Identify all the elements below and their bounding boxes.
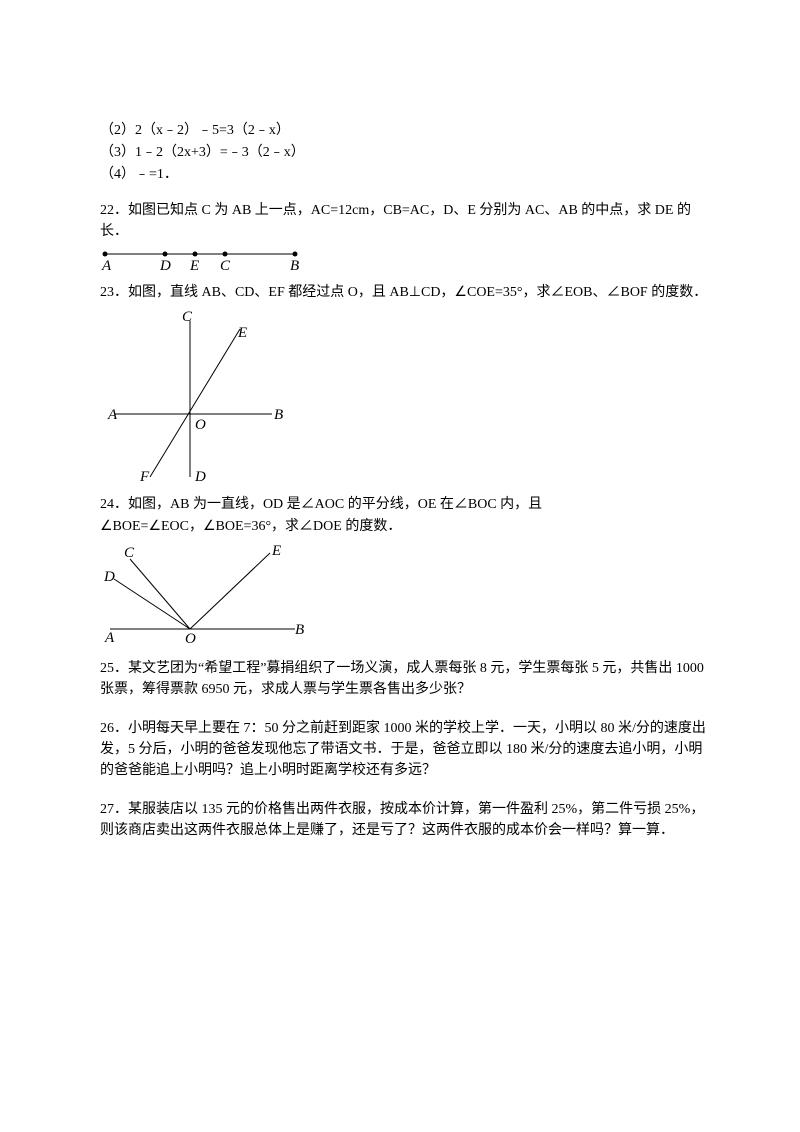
q23-label-A: A <box>107 407 118 423</box>
page: （2）2（x﹣2）﹣5=3（2﹣x） （3）1﹣2（2x+3）=﹣3（2﹣x） … <box>0 0 800 1132</box>
q23-label-O: O <box>195 417 206 433</box>
q22-label-C: C <box>220 258 231 274</box>
q22-label-E: E <box>189 258 199 274</box>
q23-text: 23．如图，直线 AB、CD、EF 都经过点 O，且 AB⊥CD，∠COE=35… <box>100 282 710 303</box>
q22-label-D: D <box>159 258 171 274</box>
q22-label-B: B <box>290 258 299 274</box>
q23-label-F: F <box>139 469 150 484</box>
q21-part2: （2）2（x﹣2）﹣5=3（2﹣x） <box>100 120 710 141</box>
q23-label-C: C <box>182 309 193 325</box>
q24-label-A: A <box>104 630 115 644</box>
q22-label-A: A <box>101 258 112 274</box>
q23-label-E: E <box>237 325 247 341</box>
q24-label-B: B <box>295 622 304 638</box>
q22-diagram: A D E C B <box>100 244 710 276</box>
q26-text: 26．小明每天早上要在 7：50 分之前赶到距家 1000 米的学校上学．一天，… <box>100 718 710 781</box>
q25-text: 25．某文艺团为“希望工程”募捐组织了一场义演，成人票每张 8 元，学生票每张 … <box>100 658 710 700</box>
q24-label-D: D <box>103 569 115 585</box>
q23-label-B: B <box>274 407 283 423</box>
q24-label-E: E <box>271 543 281 559</box>
q24-text1: 24．如图，AB 为一直线，OD 是∠AOC 的平分线，OE 在∠BOC 内，且 <box>100 494 710 515</box>
q24-diagram: A B C D E O <box>100 539 710 644</box>
q24-text2: ∠BOE=∠EOC，∠BOE=36°，求∠DOE 的度数． <box>100 516 710 537</box>
q24-label-O: O <box>185 631 196 644</box>
q24-label-C: C <box>124 545 135 561</box>
q22-text: 22．如图已知点 C 为 AB 上一点，AC=12cm，CB=AC，D、E 分别… <box>100 200 710 242</box>
q23-label-D: D <box>194 469 206 484</box>
q21-part3: （3）1﹣2（2x+3）=﹣3（2﹣x） <box>100 142 710 163</box>
q21-part4: （4）﹣=1． <box>100 164 710 185</box>
q23-diagram: A B C D E F O <box>100 309 710 484</box>
q27-text: 27．某服装店以 135 元的价格售出两件衣服，按成本价计算，第一件盈利 25%… <box>100 799 710 841</box>
